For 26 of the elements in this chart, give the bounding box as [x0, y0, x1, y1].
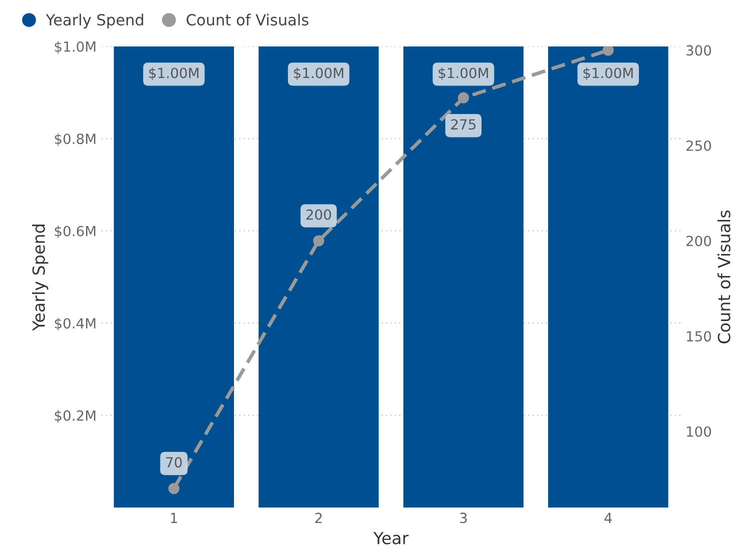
- y2-axis-title: Count of Visuals: [717, 210, 730, 344]
- y-tick-label: $1.0M: [54, 41, 96, 54]
- x-tick-label: 2: [315, 512, 322, 523]
- legend-label: Yearly Spend: [46, 14, 144, 29]
- data-label: $1.00M: [438, 67, 488, 80]
- y-tick-label: $0.2M: [54, 410, 96, 423]
- data-label: $1.00M: [149, 67, 198, 80]
- data-label: $1.00M: [294, 67, 344, 80]
- data-label: 275: [451, 119, 476, 130]
- y-tick-label: $0.4M: [54, 318, 96, 330]
- y2-tick-label: 100: [686, 426, 712, 437]
- data-label: 200: [306, 209, 331, 220]
- x-tick-label: 1: [171, 512, 178, 523]
- y-axis-title: Yearly Spend: [32, 224, 48, 331]
- data-label: 70: [166, 457, 182, 468]
- x-axis-title: Year: [373, 532, 409, 544]
- y-tick-label: $0.6M: [54, 226, 96, 238]
- legend-label: Count of Visuals: [186, 14, 308, 26]
- y-tick-label: $0.8M: [54, 133, 96, 146]
- y2-tick-label: 150: [686, 331, 712, 342]
- x-tick-label: 3: [460, 512, 467, 524]
- y2-tick-label: 200: [686, 236, 712, 246]
- x-tick-label: 4: [604, 512, 612, 523]
- y2-tick-label: 300: [686, 45, 712, 56]
- data-label: $1.00M: [583, 67, 633, 80]
- y2-tick-label: 250: [686, 140, 712, 151]
